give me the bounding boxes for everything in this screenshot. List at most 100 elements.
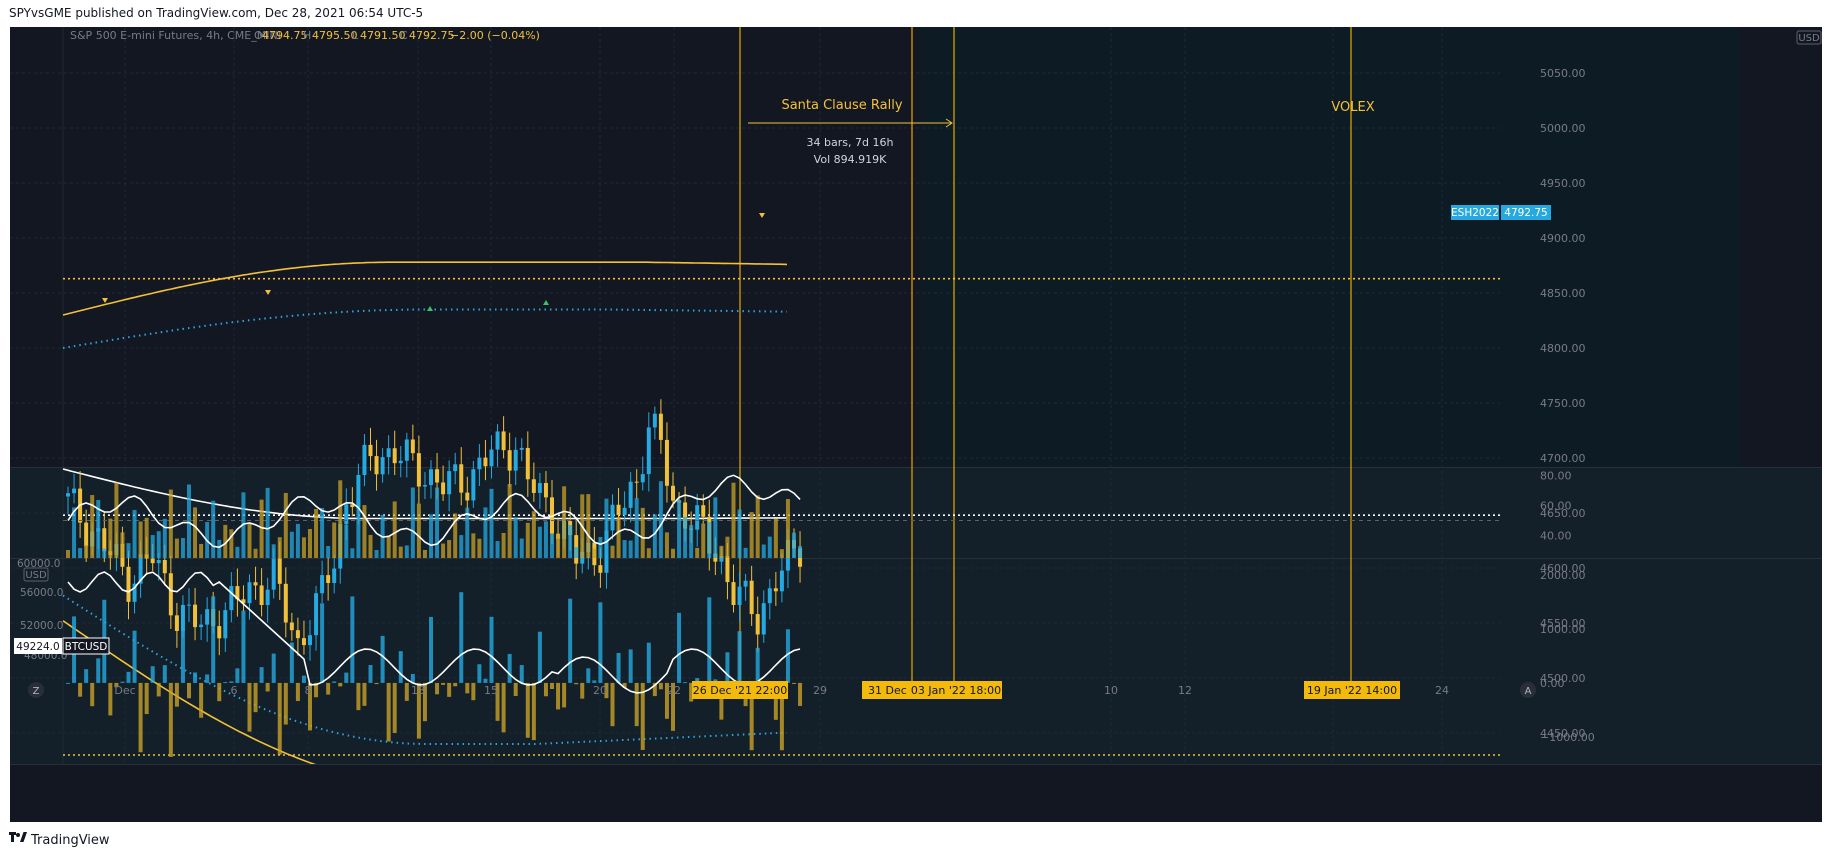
btc-bar	[235, 668, 240, 683]
candle-body	[271, 558, 276, 590]
tradingview-logo-icon	[9, 832, 27, 848]
time-highlight-mid-b[interactable]	[910, 681, 1002, 699]
time-axis-bg[interactable]	[10, 764, 1822, 822]
osc-bar	[773, 518, 778, 558]
legend-h-label: H	[303, 29, 311, 42]
measure-vol: Vol 894.919K	[814, 153, 887, 166]
legend-c: 4792.75	[409, 29, 455, 42]
osc-bar	[283, 492, 288, 558]
osc-bar	[477, 538, 482, 558]
candle-body	[755, 614, 760, 635]
santa-rally-label[interactable]: Santa Clause Rally	[781, 98, 902, 113]
btc-bar	[84, 669, 89, 683]
signal-marker	[102, 298, 108, 303]
btc-bar	[289, 642, 294, 683]
candle-body	[652, 413, 657, 428]
price-scale[interactable]: 5100.005050.005000.004950.004900.004850.…	[1540, 27, 1586, 822]
btc-currency-badge[interactable]	[23, 567, 49, 582]
btc-bar	[174, 682, 179, 707]
candle-body	[66, 493, 70, 497]
osc-bar	[447, 539, 452, 558]
osc-bar	[453, 513, 458, 558]
candle-body	[422, 485, 427, 487]
btc-bar	[217, 682, 222, 702]
candle-body	[477, 457, 482, 470]
btc-bar	[622, 682, 627, 688]
candle-body	[205, 609, 210, 625]
time-highlight-right[interactable]	[1304, 681, 1400, 699]
volex-label[interactable]: VOLEX	[1331, 100, 1374, 115]
btc-bar	[271, 653, 276, 683]
btc-left-tick: 56000.0	[20, 587, 63, 599]
currency-badge-top[interactable]	[1796, 30, 1822, 45]
btc-bar	[138, 682, 143, 753]
osc-bar	[574, 547, 579, 558]
time-tick-label: 15	[484, 684, 498, 697]
btc-bar	[574, 682, 579, 685]
last-price-badge[interactable]	[1501, 205, 1551, 220]
osc-bar	[507, 483, 512, 558]
btc-bar	[241, 610, 246, 683]
time-tick-label: 20	[593, 684, 607, 697]
osc-bar	[761, 544, 766, 558]
time-highlight-left[interactable]	[692, 681, 788, 699]
btc-ticker: BTCUSD	[65, 641, 108, 653]
chart-svg[interactable]: 80.00 60.00 40.00 2000.00 1000.00 0.00 −1000.…	[10, 27, 1822, 822]
btc-bar	[785, 629, 790, 683]
btc-bar	[501, 682, 506, 733]
osc-bar	[132, 509, 137, 558]
price-tick-label: 4550.00	[1540, 617, 1586, 630]
btc-bar	[144, 682, 149, 715]
btc-bar	[156, 682, 161, 697]
osc-bar	[604, 498, 609, 558]
btc-bar	[537, 631, 542, 683]
auto-scale-right-button[interactable]	[1520, 682, 1536, 698]
candle-body	[531, 479, 536, 493]
osc-bar	[90, 495, 95, 558]
btc-price-line	[67, 571, 801, 694]
legend-h: 4795.50	[312, 29, 358, 42]
btc-currency: USD	[25, 570, 47, 581]
candle-body	[683, 502, 688, 529]
candle-body	[483, 457, 488, 467]
osc-bar	[289, 531, 294, 558]
osc-bar	[664, 532, 669, 558]
candle-body	[84, 522, 89, 547]
btc-bar	[223, 682, 228, 684]
btc-bar	[477, 664, 482, 683]
btc-scale-top: 60000.0	[17, 558, 60, 570]
osc-bar	[126, 543, 131, 558]
btc-bar	[725, 652, 730, 683]
osc-bar	[689, 524, 694, 558]
candle-body	[701, 505, 706, 517]
osc-line	[67, 474, 801, 549]
candle-body	[380, 457, 385, 475]
btc-bar	[168, 682, 173, 757]
ticker-badge[interactable]	[1451, 205, 1499, 220]
osc-bar	[350, 548, 355, 558]
btc-ticker-badge[interactable]	[62, 637, 110, 655]
chart-frame[interactable]: 80.00 60.00 40.00 2000.00 1000.00 0.00 −1000.…	[10, 27, 1822, 822]
candle-body	[465, 492, 470, 501]
candle-body	[429, 469, 433, 486]
btc-right-tick: 0.00	[1540, 677, 1565, 690]
candle-body	[410, 439, 415, 454]
osc-bar	[301, 537, 306, 558]
future-area-bg	[920, 27, 1740, 467]
candle-body	[314, 593, 319, 636]
time-highlight-mid-a[interactable]	[862, 681, 914, 699]
btc-bar	[162, 665, 167, 683]
osc-bar	[568, 524, 573, 558]
osc-bar	[441, 543, 446, 558]
btc-bar	[640, 682, 645, 750]
auto-scale-left-button[interactable]	[28, 682, 44, 698]
price-tick-label: 4700.00	[1540, 452, 1586, 465]
osc-bar	[429, 514, 433, 558]
osc-bar	[586, 494, 591, 558]
btc-value-badge[interactable]	[14, 638, 62, 654]
btc-bar	[320, 603, 325, 683]
candle-body	[435, 469, 440, 483]
osc-bar	[525, 522, 530, 558]
auto-scale-left-label: Z	[33, 686, 40, 697]
btc-bar	[755, 647, 760, 683]
